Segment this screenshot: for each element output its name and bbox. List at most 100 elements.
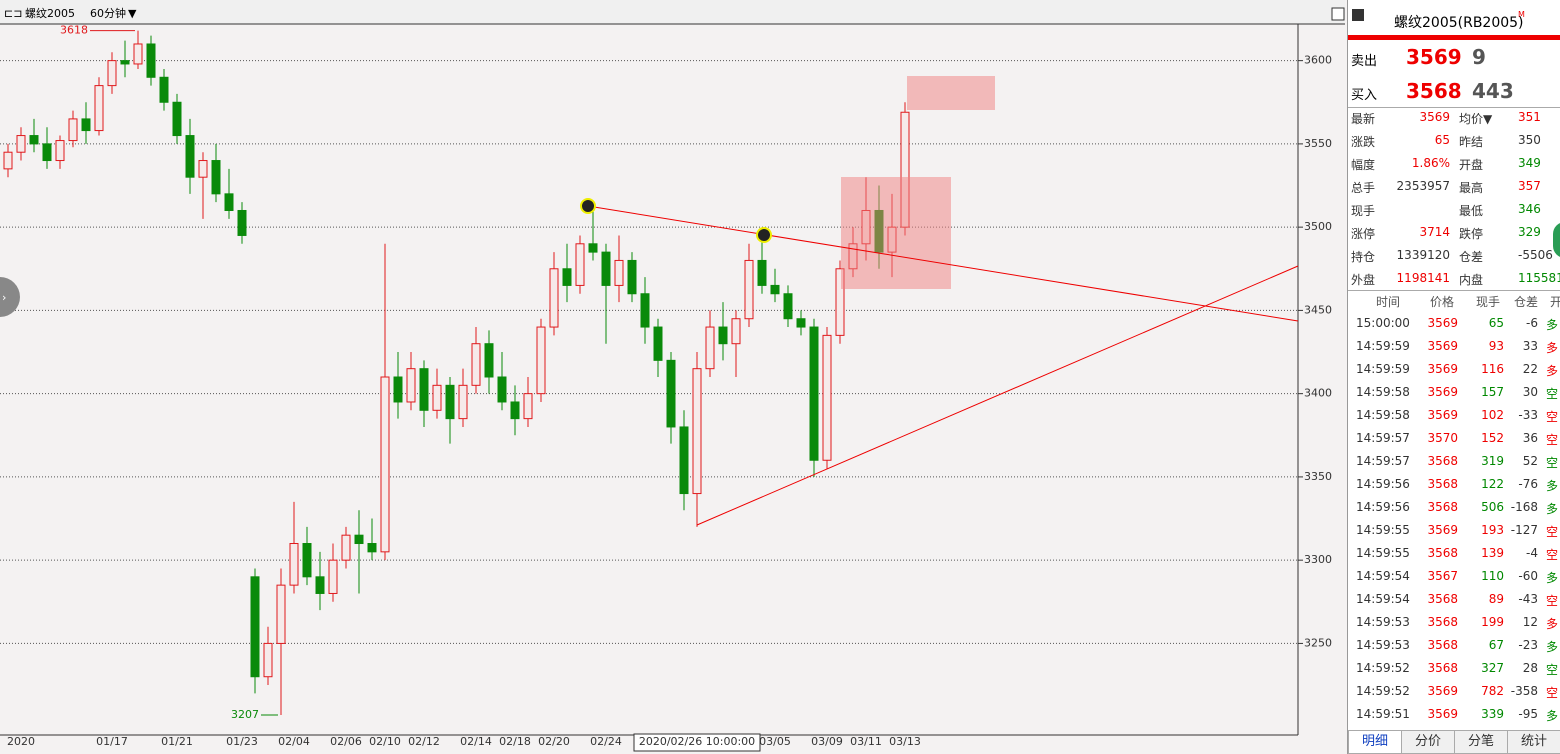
trade-cell: 22 [1522, 362, 1538, 376]
quote-value: 2353957 [1396, 179, 1450, 193]
trade-cell: 3569 [1427, 385, 1458, 399]
trade-cell: 122 [1481, 477, 1504, 491]
candle-body [68, 118, 78, 142]
pivot-marker [756, 227, 772, 243]
quote-label: 涨停 [1351, 227, 1376, 241]
trade-cell: 多 [1546, 341, 1559, 355]
candle-body [328, 559, 338, 594]
trade-cell: 多 [1546, 640, 1559, 654]
candle-body [315, 576, 325, 594]
x-tick-label: 01/23 [226, 735, 258, 748]
candle-body [289, 543, 299, 586]
trade-cell: 782 [1481, 684, 1504, 698]
candle-body [705, 326, 715, 370]
x-tick-label: 02/04 [278, 735, 310, 748]
candle-body [679, 426, 689, 495]
period[interactable]: 60分钟 [90, 6, 126, 20]
trade-cell: -95 [1518, 707, 1538, 721]
trade-cell: 110 [1481, 569, 1504, 583]
quote-label: 最新 [1351, 112, 1376, 126]
trade-cell: -33 [1518, 408, 1538, 422]
tab[interactable]: 分笔 [1454, 730, 1508, 754]
candle-body [29, 135, 39, 145]
trade-cell: 3568 [1427, 615, 1458, 629]
trade-cell: -127 [1510, 523, 1538, 537]
trade-cell: 多 [1546, 364, 1559, 378]
trade-cell: -6 [1526, 316, 1538, 330]
quote-value: -5506 [1518, 248, 1553, 262]
candle-body [172, 101, 182, 137]
candle-body [406, 368, 416, 403]
candle-body [263, 642, 273, 678]
divider [1348, 290, 1560, 291]
trade-cell: 14:59:55 [1356, 523, 1410, 537]
divider [1348, 107, 1560, 108]
quote-label: 内盘 [1459, 273, 1484, 287]
candle-body [627, 259, 637, 295]
tab[interactable]: 统计 [1507, 730, 1560, 754]
trade-cell: 3568 [1427, 638, 1458, 652]
quote-label: 持仓 [1351, 250, 1376, 264]
candle-body [458, 384, 468, 420]
tab[interactable]: 明细 [1348, 730, 1402, 754]
candle-body [107, 60, 117, 87]
candle-body [55, 140, 65, 162]
candle-body [588, 243, 598, 253]
trade-cell: 319 [1481, 454, 1504, 468]
edge-button[interactable] [1553, 222, 1560, 258]
y-tick-label: 3500 [1304, 220, 1332, 233]
quote-label: 最低 [1459, 204, 1484, 218]
trade-cell: 14:59:56 [1356, 500, 1410, 514]
trade-cell: 36 [1522, 431, 1538, 445]
trade-cell: -60 [1518, 569, 1538, 583]
quote-value: 1339120 [1396, 248, 1450, 262]
trade-cell: 14:59:58 [1356, 385, 1410, 399]
candle-body [211, 160, 221, 195]
trade-cell: 空 [1546, 686, 1559, 700]
candle-body [42, 143, 52, 162]
candle-body [692, 368, 702, 495]
symbol[interactable]: 螺纹2005 [25, 6, 75, 20]
x-tick-label: 03/05 [759, 735, 791, 748]
trade-cell: 空 [1546, 387, 1559, 401]
trade-cell: 30 [1522, 385, 1538, 399]
candle-body [146, 43, 156, 78]
trade-cell: 14:59:58 [1356, 408, 1410, 422]
quote-value: 329 [1518, 225, 1541, 239]
quote-label: 最高 [1459, 181, 1484, 195]
side-volume: 9 [1472, 45, 1486, 69]
trade-cell: 3568 [1427, 661, 1458, 675]
trade-cell: 空 [1546, 410, 1559, 424]
trade-cell: 空 [1546, 594, 1559, 608]
nav-button[interactable] [0, 277, 20, 317]
trade-cell: 多 [1546, 571, 1559, 585]
candle-body [770, 284, 780, 295]
column-header: 开平 [1550, 293, 1560, 310]
candle-body [198, 160, 208, 178]
trade-cell: -76 [1518, 477, 1538, 491]
x-tick-label: 01/17 [96, 735, 128, 748]
quote-value: 349 [1518, 156, 1541, 170]
x-tick-label: 03/09 [811, 735, 843, 748]
dropdown[interactable]: ▼ [128, 7, 137, 20]
tab[interactable]: 分价 [1401, 730, 1455, 754]
trade-cell: 102 [1481, 408, 1504, 422]
nav-arrow[interactable]: › [2, 291, 6, 304]
candle-body [549, 268, 559, 328]
trade-cell: 14:59:51 [1356, 707, 1410, 721]
trade-cell: 14:59:52 [1356, 684, 1410, 698]
candle-body [380, 376, 390, 553]
y-tick-label: 3250 [1304, 636, 1332, 649]
menu-icon[interactable] [1352, 9, 1364, 21]
trade-cell: 空 [1546, 433, 1559, 447]
quote-value: 357 [1518, 179, 1541, 193]
candle-body [341, 534, 351, 561]
y-tick-label: 3300 [1304, 553, 1332, 566]
trade-cell: 3570 [1427, 431, 1458, 445]
side-price: 3569 [1406, 45, 1462, 69]
window-button[interactable] [1331, 7, 1345, 21]
trade-cell: 65 [1488, 316, 1504, 330]
side-label: 买入 [1351, 88, 1378, 103]
trade-cell: 3569 [1427, 523, 1458, 537]
trade-cell: 193 [1481, 523, 1504, 537]
